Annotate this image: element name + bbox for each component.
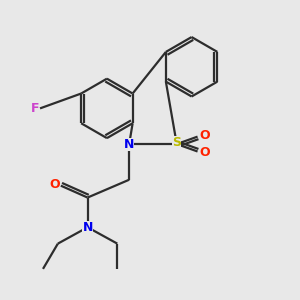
Text: O: O <box>200 129 210 142</box>
Text: N: N <box>82 221 93 234</box>
Text: S: S <box>172 136 181 149</box>
Text: O: O <box>49 178 60 191</box>
Text: F: F <box>30 102 39 115</box>
Text: N: N <box>124 138 134 151</box>
Text: O: O <box>200 146 210 160</box>
